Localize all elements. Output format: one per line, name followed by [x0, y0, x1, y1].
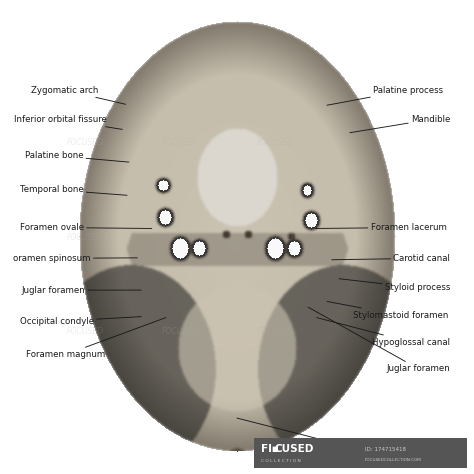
Text: ■: ■ [271, 447, 278, 452]
Text: Styloid process: Styloid process [339, 279, 450, 292]
Text: CUSED: CUSED [275, 444, 314, 455]
Text: Stylomastoid foramen: Stylomastoid foramen [327, 301, 448, 319]
Text: Occipital condyle: Occipital condyle [20, 317, 141, 326]
FancyBboxPatch shape [254, 438, 467, 468]
Text: C O L L E C T I O N: C O L L E C T I O N [261, 459, 301, 463]
Text: Carotid canal: Carotid canal [332, 254, 450, 263]
Text: Inferior orbital fissure: Inferior orbital fissure [14, 115, 122, 129]
Text: FOCUSED: FOCUSED [162, 138, 199, 146]
Text: oramen spinosum: oramen spinosum [13, 254, 137, 263]
Text: Palatine process: Palatine process [327, 86, 443, 105]
Text: FOCUSED: FOCUSED [256, 328, 293, 336]
Text: ID: 174715418: ID: 174715418 [365, 447, 406, 452]
Text: FOCUSEDCOLLECTION.COM: FOCUSEDCOLLECTION.COM [365, 458, 422, 462]
Text: FOCUSED: FOCUSED [162, 233, 199, 241]
Text: FOCUSED: FOCUSED [67, 328, 104, 336]
Text: Foramen ovale: Foramen ovale [20, 223, 152, 232]
Text: External occipital protuberance: External occipital protuberance [237, 418, 410, 451]
Text: FI: FI [261, 444, 272, 455]
Text: Juglar foramen: Juglar foramen [21, 286, 141, 294]
Text: Palatine bone: Palatine bone [25, 151, 129, 162]
Text: FOCUSED: FOCUSED [256, 138, 293, 146]
Text: Juglar foramen: Juglar foramen [308, 307, 450, 373]
Text: FOCUSED: FOCUSED [256, 233, 293, 241]
Text: Foramen magnum: Foramen magnum [26, 318, 166, 359]
Text: Temporal bone: Temporal bone [20, 185, 127, 195]
Text: FOCUSED: FOCUSED [67, 138, 104, 146]
Text: Zygomatic arch: Zygomatic arch [31, 86, 126, 104]
Text: Foramen lacerum: Foramen lacerum [315, 223, 447, 232]
Text: FOCUSED: FOCUSED [67, 233, 104, 241]
Text: Mandible: Mandible [350, 115, 450, 133]
Text: FOCUSED: FOCUSED [162, 328, 199, 336]
Text: Hypoglossal canal: Hypoglossal canal [317, 318, 450, 346]
